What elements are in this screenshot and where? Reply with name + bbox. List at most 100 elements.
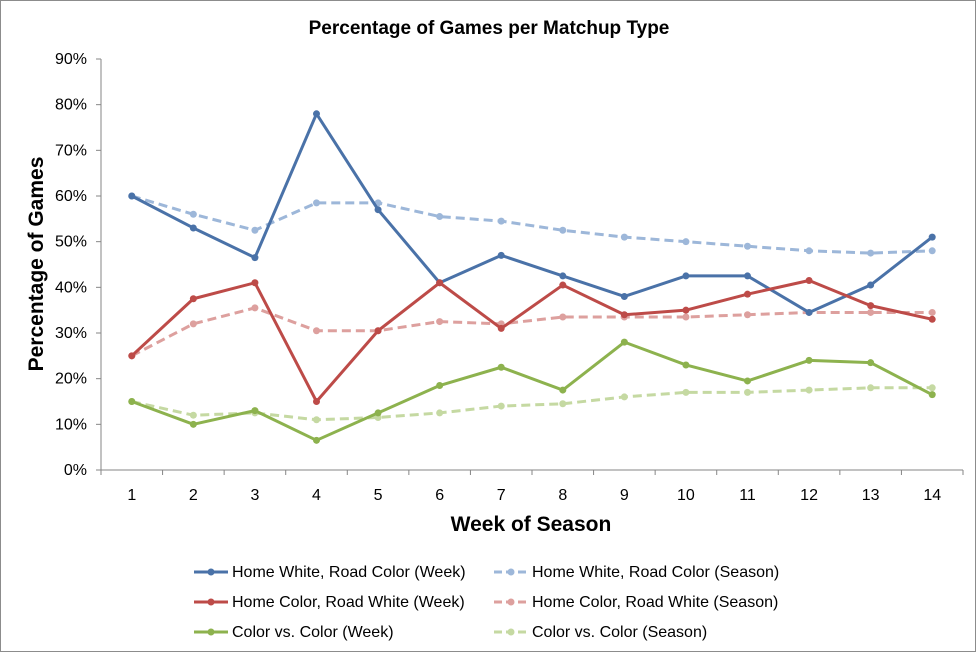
legend-item: Home White, Road Color (Season) [494,564,779,581]
legend-item: Home Color, Road White (Season) [494,594,778,611]
x-tick-label: 12 [800,487,818,504]
y-tick-label: 60% [55,188,87,205]
data-point [620,338,628,346]
y-tick-label: 50% [55,234,87,251]
data-point [682,306,690,314]
data-point [744,242,751,250]
data-point [251,304,259,312]
legend-label: Color vs. Color (Week) [232,624,394,641]
data-point [313,327,320,335]
data-point [251,226,259,234]
x-tick-label: 10 [677,487,695,504]
data-point [559,313,567,321]
series-line [131,194,933,255]
data-point [374,409,382,417]
series-2 [128,276,936,405]
data-point [928,384,936,392]
data-point [189,411,197,419]
data-point [620,292,628,300]
data-point [867,308,875,316]
data-point [497,324,505,332]
data-point [251,279,259,287]
chart-title: Percentage of Games per Matchup Type [309,18,670,39]
series-3 [128,304,936,360]
x-axis-ticks: 1 2 3 4 5 6 7 8 9 10 11 12 13 14 [100,470,964,504]
legend-label: Home White, Road Color (Season) [532,564,779,581]
x-tick-label: 9 [620,487,629,504]
data-point [189,210,197,218]
data-point [436,409,444,417]
data-point [251,407,259,415]
series-line [131,306,933,358]
y-tick-label: 90% [55,51,87,68]
legend-label: Color vs. Color (Season) [532,624,707,641]
data-point [436,279,444,287]
legend-item: Home White, Road Color (Week) [194,564,466,581]
data-point [189,420,197,428]
data-point [744,377,751,385]
legend-item: Color vs. Color (Week) [194,624,394,641]
y-tick-label: 40% [55,279,87,296]
data-point [559,272,567,280]
data-point [251,254,259,262]
legend-marker [207,598,215,606]
y-axis-ticks: 0% 10% 20% 30% 40% 50% 60% 70% 80% 90% [55,51,101,479]
data-point [867,249,875,257]
data-point [128,398,136,405]
data-point [928,233,936,241]
y-tick-label: 10% [55,416,87,433]
data-point [313,199,320,207]
data-point [744,272,751,280]
data-point [867,359,875,367]
data-point [867,302,875,310]
data-point [928,315,936,323]
data-point [928,247,936,255]
series-layer [128,110,936,444]
legend-item: Home Color, Road White (Week) [194,594,465,611]
y-tick-label: 80% [55,97,87,114]
data-point [436,382,444,390]
x-tick-label: 13 [862,487,880,504]
y-tick-label: 20% [55,371,87,388]
data-point [805,276,813,284]
data-point [313,398,320,405]
series-5 [128,384,936,424]
x-tick-label: 4 [312,487,321,504]
data-point [497,402,505,410]
data-point [436,318,444,326]
data-point [559,400,567,408]
data-point [928,308,936,316]
legend-marker [507,598,515,606]
legend-marker [507,568,515,576]
series-line [131,386,933,422]
data-point [559,226,567,234]
x-tick-label: 2 [189,487,198,504]
data-point [620,233,628,241]
data-point [436,213,444,221]
data-point [805,386,813,394]
series-4 [128,338,936,444]
data-point [744,311,751,319]
data-point [313,110,320,118]
x-tick-label: 5 [374,487,383,504]
data-point [744,290,751,298]
legend-label: Home White, Road Color (Week) [232,564,466,581]
x-axis-title: Week of Season [451,513,612,536]
x-tick-label: 14 [923,487,941,504]
data-point [128,352,136,360]
data-point [805,247,813,255]
data-point [497,251,505,259]
data-point [559,386,567,394]
series-line [131,340,933,442]
data-point [128,192,136,200]
data-point [620,311,628,319]
data-point [682,313,690,321]
legend-item: Color vs. Color (Season) [494,624,707,641]
x-tick-label: 8 [558,487,567,504]
series-line [131,112,934,314]
data-point [313,436,320,444]
legend-label: Home Color, Road White (Week) [232,594,465,611]
legend-label: Home Color, Road White (Season) [532,594,778,611]
